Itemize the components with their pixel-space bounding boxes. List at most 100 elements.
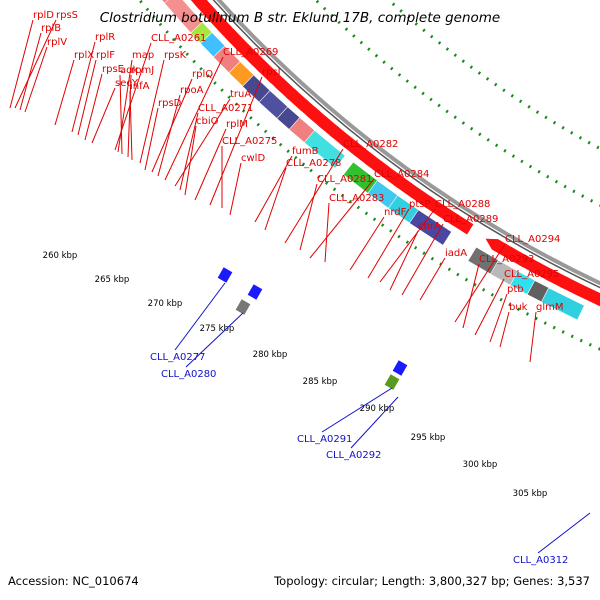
label-leader-line [77,59,97,136]
kbp-label: 275 kbp [200,324,235,334]
label-leader-line [299,183,318,251]
forward-gene-arrow [444,212,474,235]
label-leader-line [209,76,263,206]
forward-gene-label: rplR [95,32,115,43]
forward-gene-label: rpsS [56,10,78,21]
label-leader-line [184,125,197,196]
reverse-gene-block [235,299,251,315]
forward-gene-label: CLL_A0282 [343,139,398,150]
forward-gene-label: CLL_A0293 [479,254,534,265]
forward-gene-label: chrA [418,221,441,232]
forward-gene-label: CLL_A0275 [222,136,277,147]
reverse-gene-label: CLL_A0292 [326,450,381,461]
label-leader-line [349,216,385,271]
label-leader-line [117,59,133,153]
label-leader-line [489,293,508,343]
backbone-shadow [212,0,600,289]
forward-gene-label: rpsK [164,50,187,61]
forward-gene-label: CLL_A0288 [435,199,490,210]
inner-tick-ring [313,0,600,207]
label-leader-line [229,162,242,216]
reverse-gene-block [392,360,408,376]
label-leader-line [144,107,159,171]
label-leader-line [454,243,506,323]
reverse-gene-label: CLL_A0312 [513,555,568,566]
forward-gene-label: cwlD [241,153,265,164]
label-leader-line [499,311,510,348]
label-leader-line [139,59,165,164]
forward-gene-label: CLL_A0295 [504,269,559,280]
forward-gene-label: CLL_A0294 [505,234,560,245]
label-leader-line [350,396,399,449]
kbp-label: 270 kbp [148,299,183,309]
forward-gene-label: secY [115,78,139,89]
forward-gene-label: rplQ [192,69,213,80]
label-leader-line [119,74,123,155]
label-leader-line [129,90,133,161]
label-leader-line [9,19,34,109]
label-leader-line [194,128,227,201]
forward-gene-label: iadA [445,248,467,259]
kbp-label: 295 kbp [411,433,446,443]
label-leader-line [529,311,537,363]
forward-gene-label: glmM [536,302,564,313]
reverse-gene-label: CLL_A0280 [161,369,216,380]
forward-gene-label: CLL_A0261 [151,33,206,44]
genome-summary-text: Topology: circular; Length: 3,800,327 bp… [273,574,590,588]
forward-gene-label: adk [120,65,138,76]
forward-gene-arrow [588,293,600,307]
forward-gene-label: rpsE [102,64,124,75]
reverse-gene-block [217,267,233,283]
forward-gene-label: rplD [33,10,54,21]
label-leader-line [84,73,103,141]
label-leader-line [367,208,410,279]
kbp-label: 280 kbp [253,350,288,360]
forward-gene-label: rpsD [158,98,182,109]
forward-gene-label: fumB [292,146,319,157]
label-leader-line [179,112,199,191]
label-leader-line [474,278,505,336]
label-leader-line [462,263,480,329]
reverse-gene-block [247,284,263,300]
outer-tick-ring [137,0,600,351]
cog-shade-segment [540,287,585,321]
label-leader-line [91,87,116,144]
forward-gene-label: CLL_A0271 [198,103,253,114]
forward-gene-label: rplB [41,23,61,34]
forward-gene-label: cbiO [196,116,219,127]
kbp-label: 285 kbp [303,377,338,387]
accession-text: Accession: NC_010674 [8,574,139,588]
forward-gene-label: CLL_A0281 [317,174,372,185]
forward-gene-label: CLL_A0278 [286,158,341,169]
forward-gene-arrow [571,285,600,305]
kbp-label: 300 kbp [463,460,498,470]
label-leader-line [71,41,96,133]
forward-gene-label: infA [130,81,150,92]
label-leader-line [19,32,42,111]
label-leader-line [164,56,224,181]
label-leader-line [309,178,375,259]
forward-gene-label: ptsP [409,199,431,210]
label-leader-line [54,59,75,126]
reverse-gene-label: CLL_A0291 [297,434,352,445]
forward-gene-label: rpmJ [131,65,154,76]
kbp-label: 265 kbp [95,275,130,285]
label-leader-line [14,19,57,109]
label-leader-line [389,230,419,291]
label-leader-line [24,46,48,113]
kbp-label: 260 kbp [43,251,78,261]
forward-gene-label: CLL_A0284 [374,169,429,180]
forward-gene-label: rplM [226,119,248,130]
reverse-gene-label: CLL_A0277 [150,352,205,363]
label-leader-line [264,167,287,231]
label-leader-line [537,512,591,554]
kbp-label: 290 kbp [360,404,395,414]
label-leader-line [185,312,244,368]
label-leader-line [419,257,446,301]
label-leader-line [174,282,226,351]
forward-gene-label: CLL_A0283 [329,193,384,204]
reverse-gene-block [384,374,400,390]
label-leader-line [321,387,393,433]
forward-gene-label: rplX [74,50,94,61]
forward-gene-label: ptb [507,284,524,295]
